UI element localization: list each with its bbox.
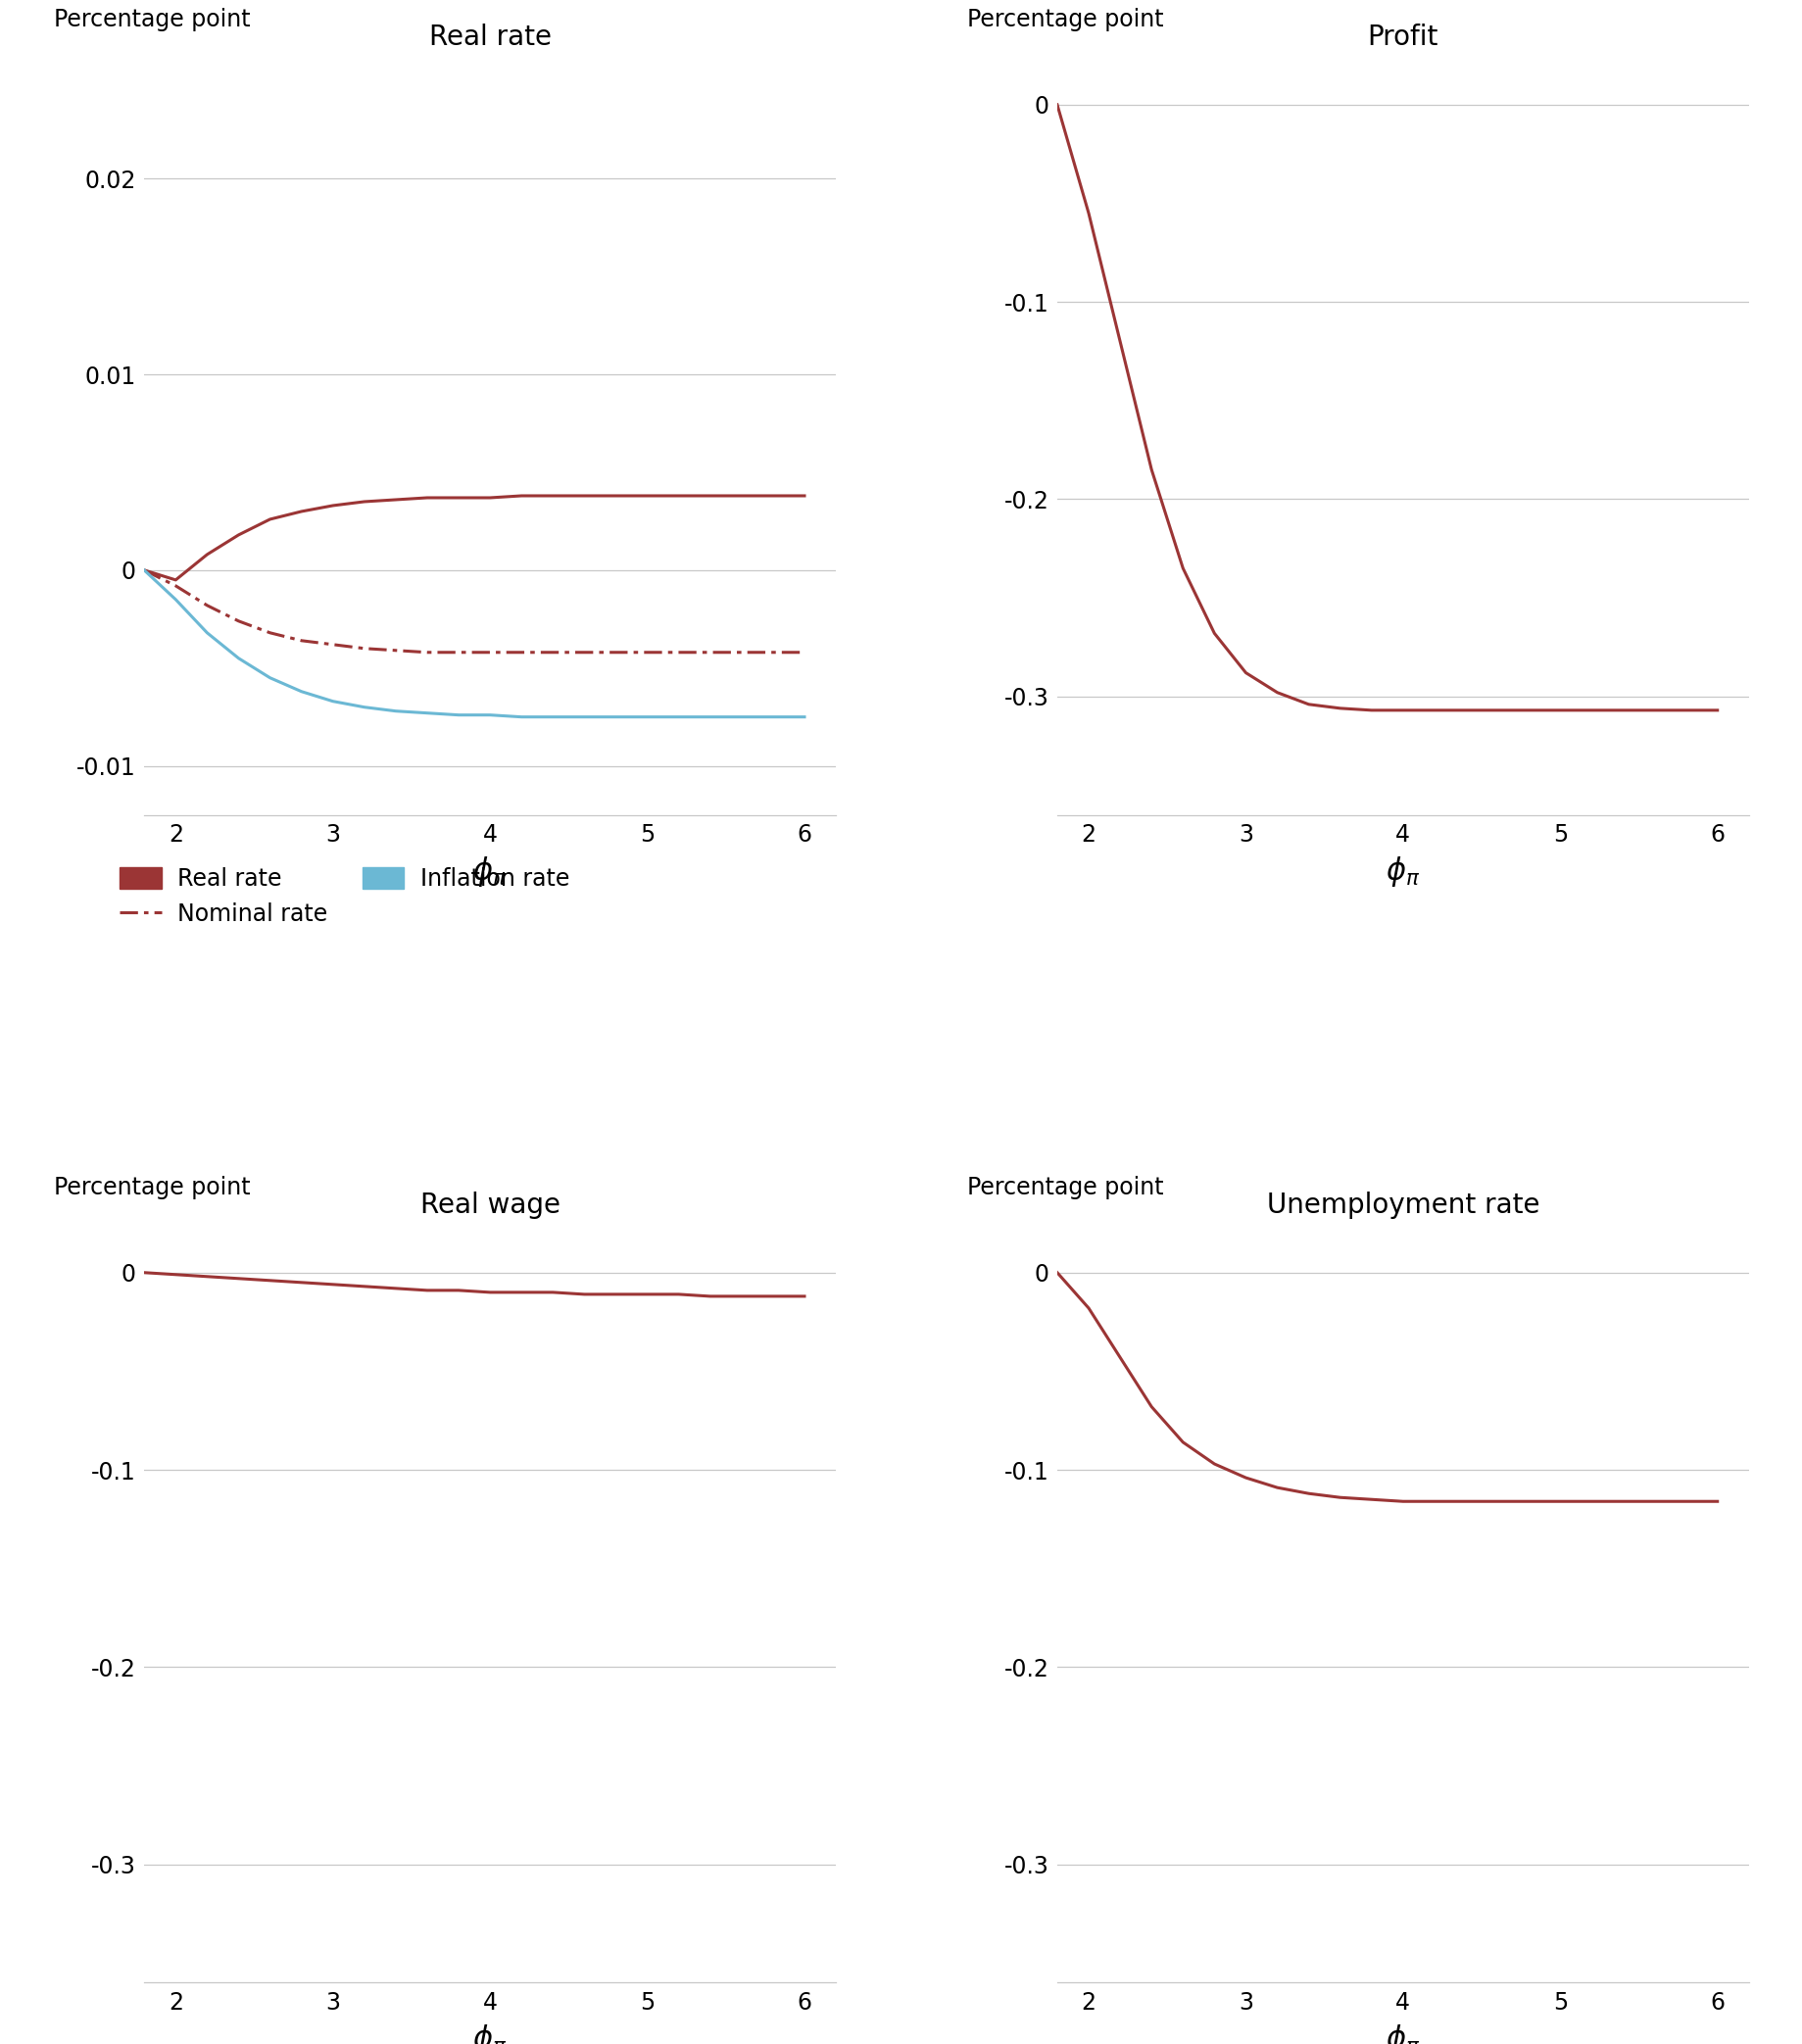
- Text: Percentage point: Percentage point: [968, 8, 1164, 31]
- X-axis label: $\phi_{\pi}$: $\phi_{\pi}$: [1386, 2022, 1420, 2044]
- Title: Unemployment rate: Unemployment rate: [1267, 1192, 1539, 1218]
- X-axis label: $\phi_{\pi}$: $\phi_{\pi}$: [1386, 854, 1420, 889]
- X-axis label: $\phi_{\pi}$: $\phi_{\pi}$: [472, 2022, 506, 2044]
- Title: Profit: Profit: [1368, 22, 1438, 51]
- Legend: Real rate, Nominal rate, Inflation rate: Real rate, Nominal rate, Inflation rate: [119, 867, 569, 926]
- Title: Real wage: Real wage: [420, 1192, 560, 1218]
- X-axis label: $\phi_{\pi}$: $\phi_{\pi}$: [472, 854, 506, 889]
- Text: Percentage point: Percentage point: [54, 8, 250, 31]
- Title: Real rate: Real rate: [429, 22, 551, 51]
- Text: Percentage point: Percentage point: [54, 1175, 250, 1200]
- Text: Percentage point: Percentage point: [968, 1175, 1164, 1200]
